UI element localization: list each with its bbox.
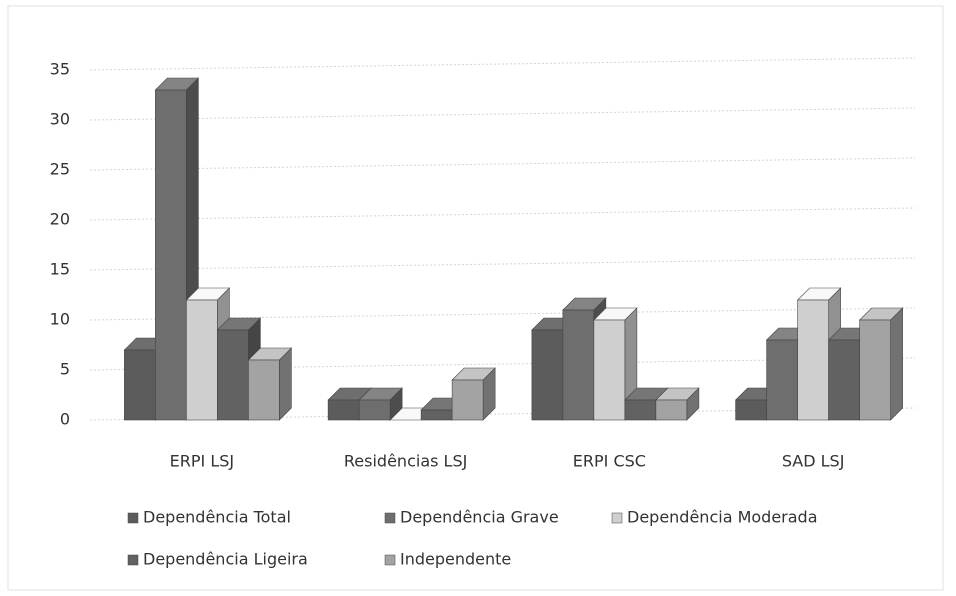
legend-swatch bbox=[384, 512, 396, 524]
bar bbox=[797, 299, 829, 421]
bar bbox=[124, 349, 156, 421]
bar bbox=[735, 399, 767, 421]
legend-label: Independente bbox=[400, 550, 511, 569]
bar bbox=[593, 319, 626, 421]
bar bbox=[358, 399, 391, 421]
legend-label: Dependência Ligeira bbox=[143, 550, 308, 569]
bar-side bbox=[279, 347, 292, 421]
bar bbox=[531, 329, 564, 421]
grid-line bbox=[89, 57, 916, 71]
bar bbox=[828, 339, 860, 421]
y-tick-label: 10 bbox=[50, 310, 70, 329]
bar bbox=[859, 319, 891, 421]
y-tick-label: 30 bbox=[50, 110, 70, 129]
grid-line bbox=[89, 207, 916, 221]
legend-label: Dependência Grave bbox=[400, 508, 559, 527]
legend-swatch bbox=[127, 512, 139, 524]
bar bbox=[248, 359, 280, 421]
y-tick-label: 15 bbox=[50, 260, 70, 279]
bar bbox=[451, 379, 484, 421]
grid-line bbox=[89, 157, 916, 171]
bar bbox=[562, 309, 595, 421]
bar bbox=[186, 299, 218, 421]
legend-swatch bbox=[384, 554, 396, 566]
bar bbox=[155, 89, 187, 421]
bar bbox=[327, 399, 360, 421]
x-tick-label: ERPI LSJ bbox=[170, 452, 234, 471]
y-tick-label: 35 bbox=[50, 60, 70, 79]
bar bbox=[217, 329, 249, 421]
x-tick-label: Residências LSJ bbox=[344, 452, 467, 471]
legend-swatch bbox=[611, 512, 623, 524]
y-tick-label: 5 bbox=[60, 360, 70, 379]
legend-swatch bbox=[127, 554, 139, 566]
bar bbox=[766, 339, 798, 421]
x-tick-label: SAD LSJ bbox=[782, 452, 845, 471]
bar bbox=[655, 399, 688, 421]
y-tick-label: 0 bbox=[60, 410, 70, 429]
x-tick-label: ERPI CSC bbox=[573, 452, 646, 471]
legend-label: Dependência Moderada bbox=[627, 508, 818, 527]
y-tick-label: 25 bbox=[50, 160, 70, 179]
grid-line bbox=[89, 107, 916, 121]
grid-line bbox=[89, 257, 916, 271]
bar-side bbox=[890, 307, 903, 421]
bar bbox=[624, 399, 657, 421]
bar bbox=[420, 409, 453, 421]
legend-label: Dependência Total bbox=[143, 508, 291, 527]
y-tick-label: 20 bbox=[50, 210, 70, 229]
